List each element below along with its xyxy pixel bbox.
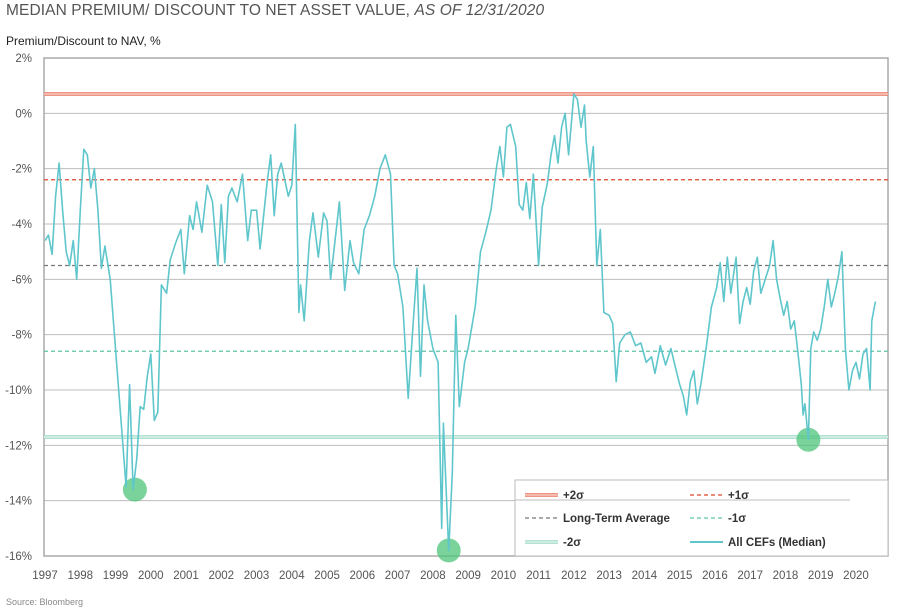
x-tick-label: 1997 bbox=[32, 570, 58, 582]
x-tick-label: 2011 bbox=[526, 570, 551, 582]
legend-label: All CEFs (Median) bbox=[728, 537, 826, 549]
title-date: AS OF 12/31/2020 bbox=[414, 2, 545, 19]
x-tick-label: 2004 bbox=[279, 570, 305, 582]
y-tick-label: -16% bbox=[5, 551, 32, 563]
y-tick-label: -10% bbox=[5, 385, 32, 397]
x-tick-label: 2000 bbox=[138, 570, 164, 582]
plot-border bbox=[43, 57, 889, 557]
legend-label: +2σ bbox=[563, 490, 584, 502]
x-tick-label: 2006 bbox=[350, 570, 376, 582]
y-tick-label: -8% bbox=[12, 330, 32, 342]
x-tick-label: 2019 bbox=[808, 570, 834, 582]
x-tick-label: 2012 bbox=[561, 570, 587, 582]
x-tick-label: 2003 bbox=[244, 570, 270, 582]
x-tick-label: 2020 bbox=[843, 570, 869, 582]
x-tick-label: 2015 bbox=[667, 570, 693, 582]
x-tick-label: 2007 bbox=[385, 570, 411, 582]
x-tick-label: 2016 bbox=[702, 570, 728, 582]
y-axis-label: Premium/Discount to NAV, % bbox=[6, 34, 161, 48]
y-tick-label: -4% bbox=[12, 219, 32, 231]
y-tick-label: 2% bbox=[15, 53, 32, 65]
x-tick-label: 2002 bbox=[209, 570, 235, 582]
x-tick-label: 1998 bbox=[67, 570, 93, 582]
x-tick-label: 2009 bbox=[455, 570, 481, 582]
y-tick-label: 0% bbox=[15, 108, 32, 120]
x-tick-label: 2018 bbox=[773, 570, 799, 582]
y-tick-label: -6% bbox=[12, 274, 32, 286]
x-tick-label: 2008 bbox=[420, 570, 446, 582]
x-tick-label: 1999 bbox=[103, 570, 129, 582]
y-tick-label: -2% bbox=[12, 164, 32, 176]
highlight-marker bbox=[122, 477, 147, 502]
legend-box bbox=[514, 479, 889, 557]
legend-label: -1σ bbox=[728, 513, 746, 525]
legend: +2σ +1σ Long-Term Average -1σ -2σ All CEFs (M… bbox=[514, 479, 889, 557]
x-tick-label: 2001 bbox=[173, 570, 199, 582]
chart-title: MEDIAN PREMIUM/ DISCOUNT TO NET ASSET VA… bbox=[6, 2, 544, 20]
y-tick-label: -12% bbox=[5, 440, 32, 452]
x-tick-label: 2005 bbox=[314, 570, 340, 582]
title-main: MEDIAN PREMIUM/ DISCOUNT TO NET ASSET VA… bbox=[6, 2, 415, 19]
legend-label: -2σ bbox=[563, 537, 581, 549]
series-line-all-cefs bbox=[44, 93, 877, 552]
x-tick-label: 2013 bbox=[596, 570, 622, 582]
y-tick-label: -14% bbox=[5, 496, 32, 508]
x-tick-label: 2017 bbox=[737, 570, 763, 582]
legend-label: Long-Term Average bbox=[563, 513, 670, 525]
x-tick-label: 2014 bbox=[632, 570, 658, 582]
x-tick-label: 2010 bbox=[491, 570, 517, 582]
source-note: Source: Bloomberg bbox=[6, 597, 84, 607]
legend-label: +1σ bbox=[728, 490, 749, 502]
